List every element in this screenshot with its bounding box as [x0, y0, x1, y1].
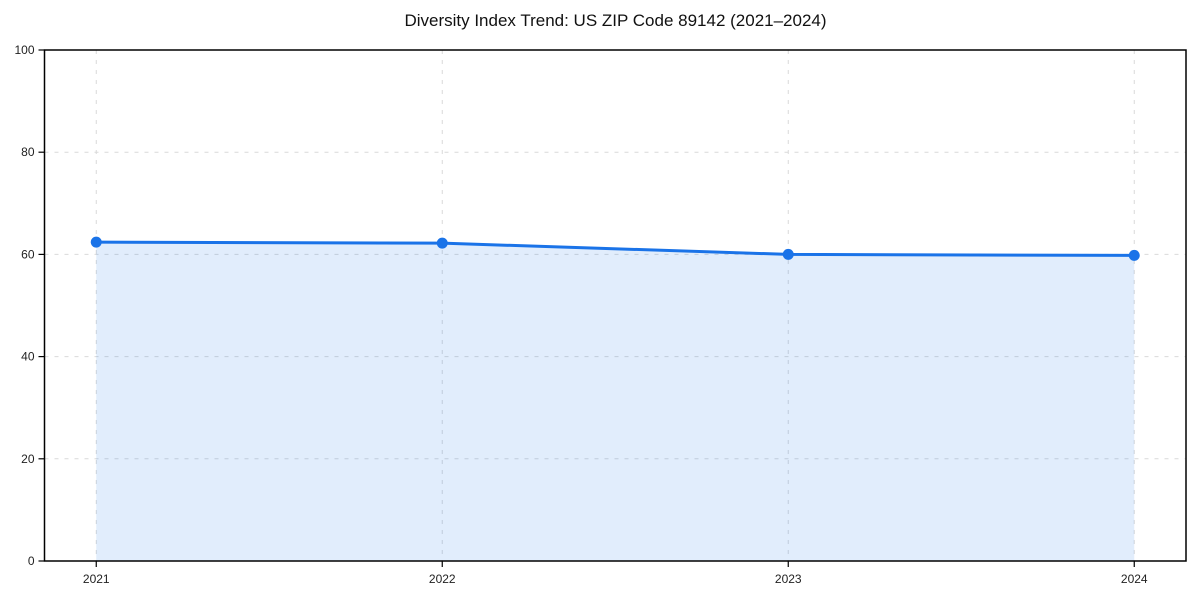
x-tick-label: 2022	[429, 572, 456, 586]
y-tick-label: 80	[21, 145, 35, 159]
x-tick-label: 2024	[1121, 572, 1148, 586]
y-tick-label: 100	[14, 43, 34, 57]
data-point	[782, 248, 794, 260]
y-tick-label: 20	[21, 452, 35, 466]
area-fill	[96, 242, 1135, 562]
y-tick-label: 40	[21, 350, 35, 364]
data-point	[90, 236, 102, 248]
data-point	[1128, 249, 1140, 261]
plot-frame	[43, 49, 1187, 562]
y-tick-label: 0	[28, 554, 35, 568]
chart-title: Diversity Index Trend: US ZIP Code 89142…	[404, 11, 827, 30]
data-point	[436, 237, 448, 249]
trend-line	[94, 240, 1136, 257]
y-tick-label: 60	[21, 247, 35, 261]
x-tick-label: 2023	[775, 572, 802, 586]
x-tick-label: 2021	[83, 572, 110, 586]
